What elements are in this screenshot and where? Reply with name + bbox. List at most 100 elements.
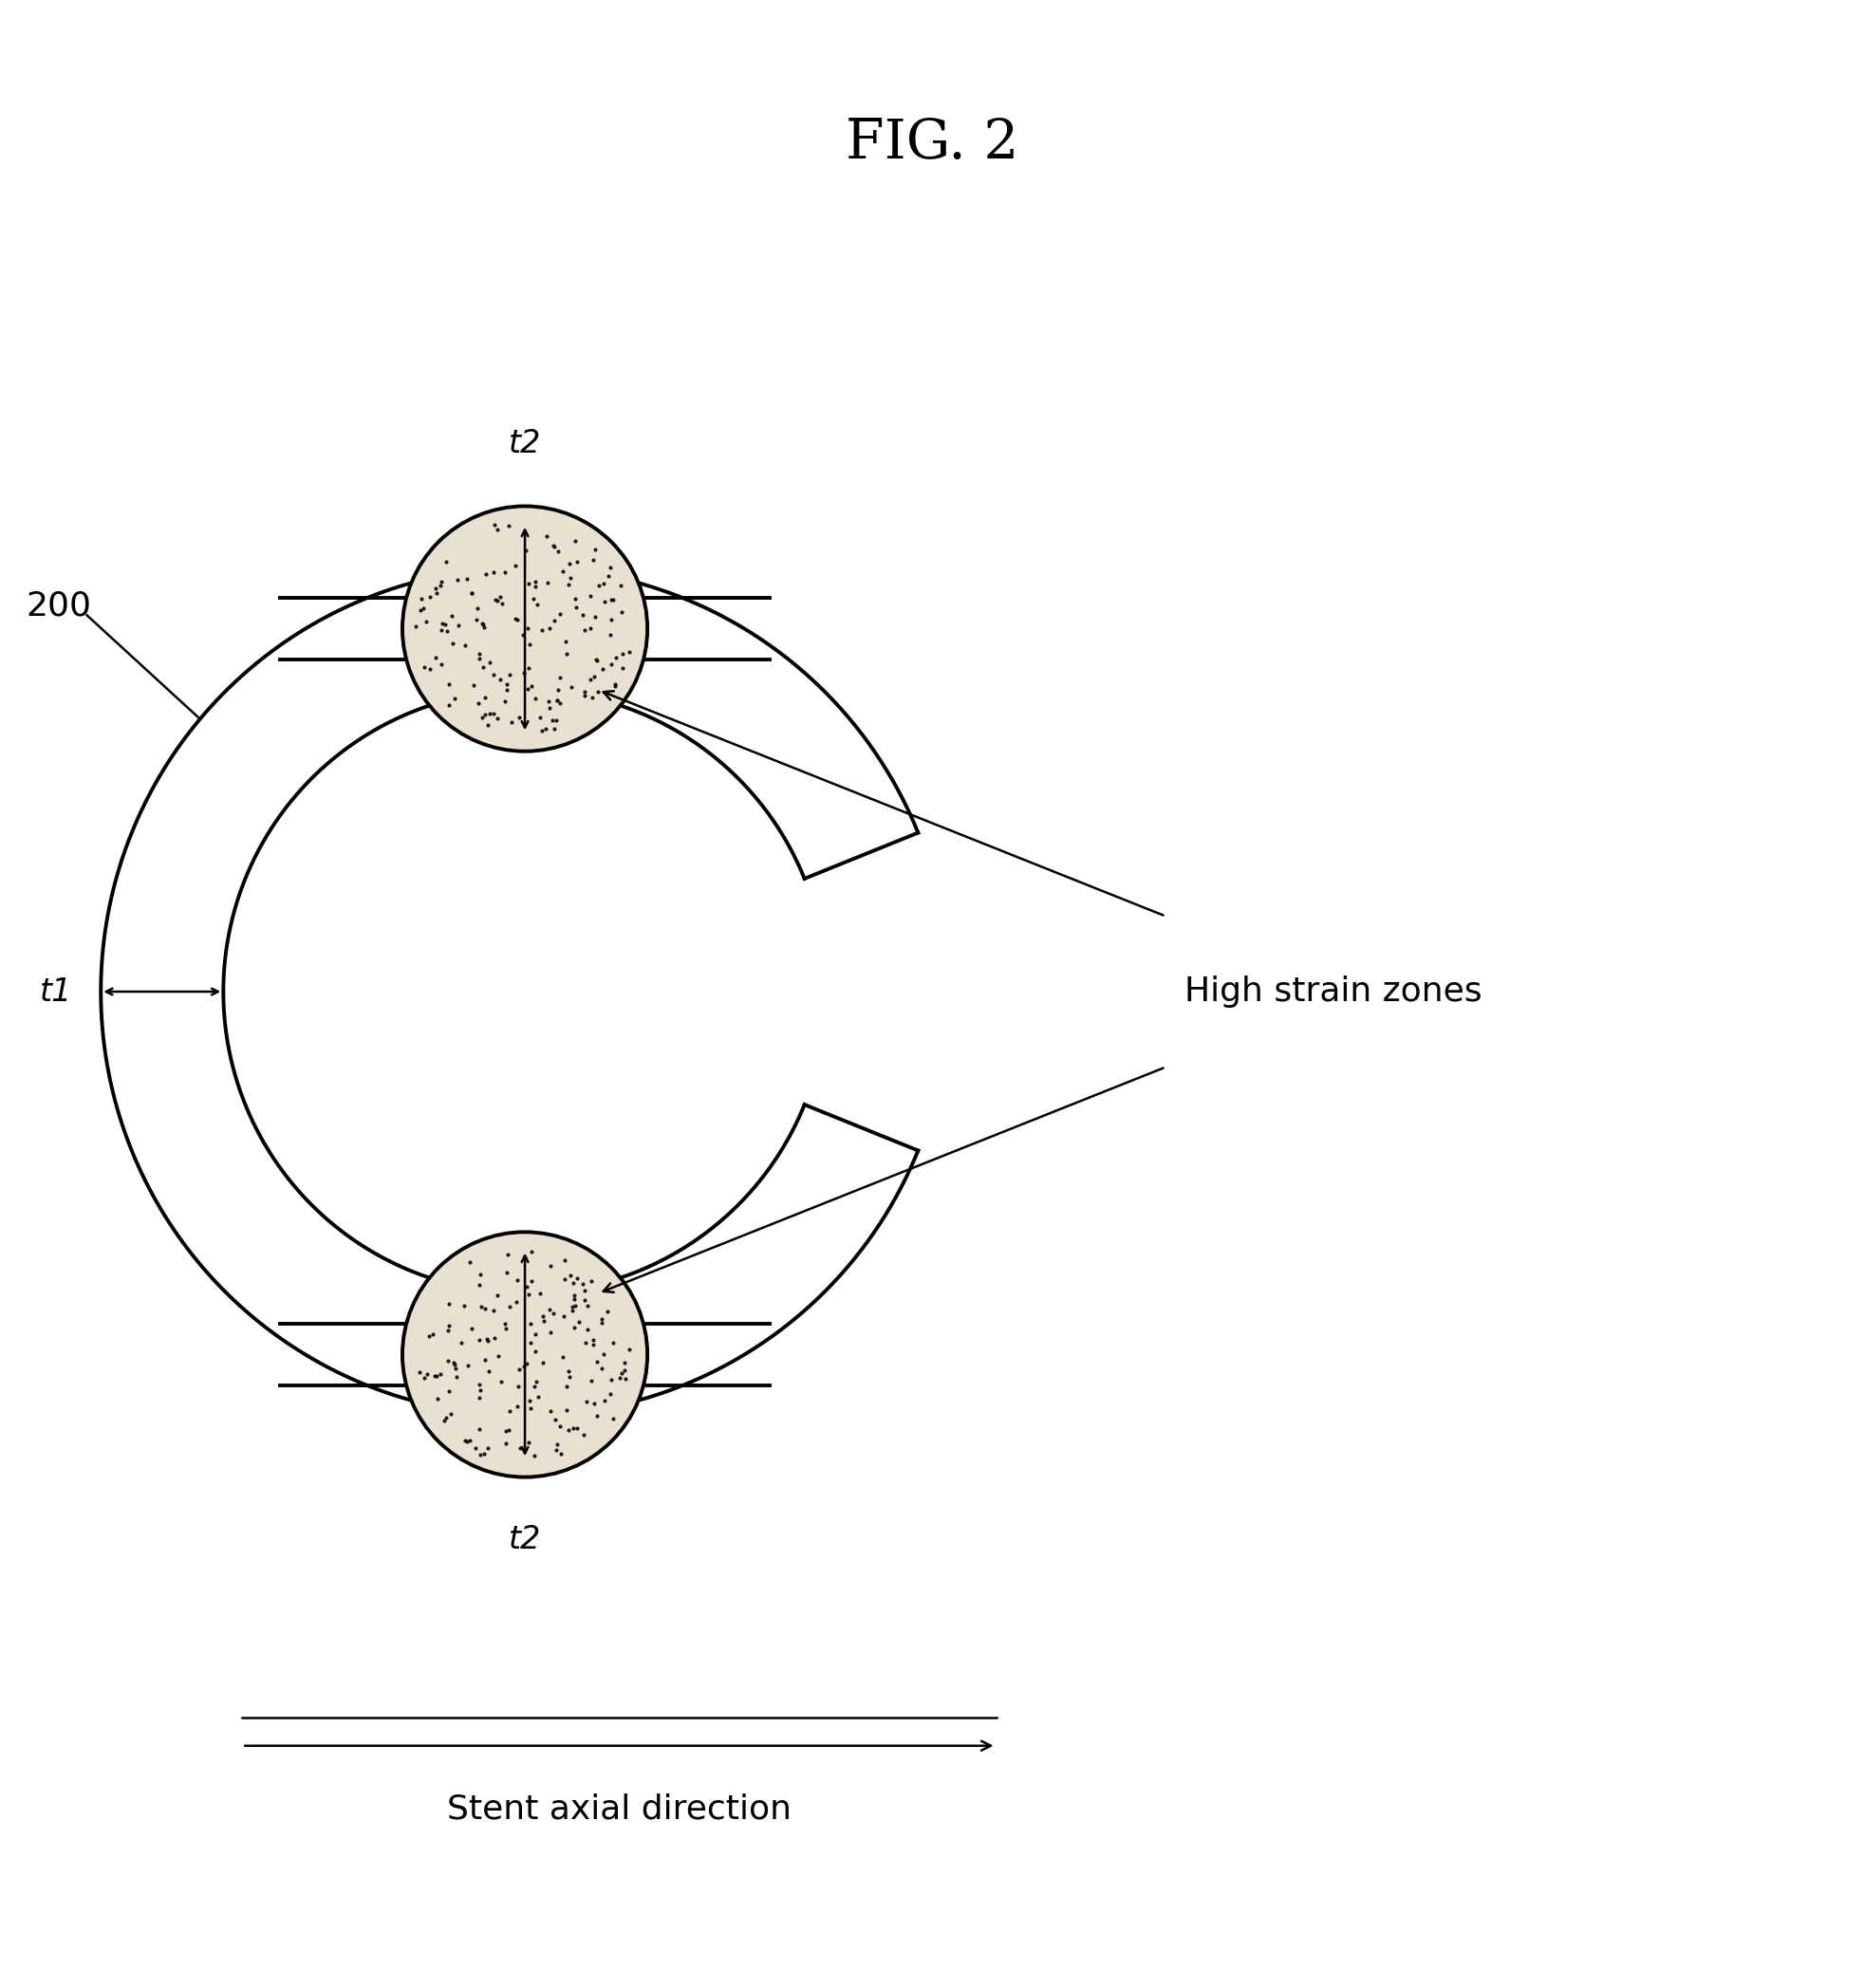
Point: [412, 606, 442, 638]
Point: [576, 580, 606, 612]
Point: [520, 1336, 550, 1368]
Point: [520, 1318, 550, 1350]
Point: [608, 638, 637, 670]
Point: [509, 656, 539, 688]
Point: [496, 1290, 526, 1322]
Point: [475, 646, 505, 678]
Point: [602, 642, 632, 674]
Text: t2: t2: [509, 427, 541, 459]
Point: [513, 612, 542, 644]
Point: [580, 660, 610, 692]
Point: [516, 1237, 546, 1268]
Point: [546, 1437, 576, 1469]
Point: [541, 1404, 570, 1435]
Point: [589, 1384, 619, 1415]
Point: [570, 1284, 600, 1316]
Point: [567, 598, 596, 630]
Point: [431, 547, 460, 579]
Point: [554, 547, 583, 579]
Point: [541, 1435, 570, 1467]
Point: [500, 551, 529, 582]
Point: [487, 1366, 516, 1398]
Point: [505, 1431, 535, 1463]
Point: [574, 612, 604, 644]
Point: [587, 1306, 617, 1338]
Point: [557, 1294, 587, 1326]
Point: [464, 1382, 494, 1413]
Point: [518, 582, 548, 614]
Point: [483, 702, 513, 734]
Text: High strain zones: High strain zones: [1184, 976, 1482, 1008]
Point: [580, 533, 610, 565]
Point: [520, 682, 550, 714]
Point: [610, 1346, 639, 1378]
Point: [453, 563, 483, 594]
Point: [576, 1264, 606, 1296]
Point: [514, 1386, 544, 1417]
Point: [570, 1274, 600, 1306]
Point: [483, 1278, 513, 1310]
Point: [576, 664, 606, 696]
Point: [472, 559, 501, 590]
Point: [457, 579, 487, 610]
Point: [589, 1338, 619, 1370]
Point: [408, 592, 438, 624]
Point: [440, 682, 470, 714]
Point: [425, 569, 455, 600]
Point: [565, 1306, 595, 1338]
Point: [514, 1425, 544, 1457]
Point: [576, 1364, 606, 1396]
Point: [578, 1324, 608, 1356]
Point: [466, 608, 496, 640]
Point: [470, 1292, 500, 1324]
Point: [552, 638, 582, 670]
Point: [473, 1356, 503, 1388]
Point: [522, 588, 552, 620]
Point: [505, 702, 535, 734]
Point: [423, 1384, 453, 1415]
Point: [535, 1396, 565, 1427]
Point: [596, 648, 626, 680]
Point: [434, 1346, 464, 1378]
Point: [416, 652, 445, 684]
Point: [559, 1312, 589, 1344]
Point: [520, 1366, 550, 1398]
Point: [485, 580, 514, 612]
Point: [444, 610, 473, 642]
Point: [542, 684, 572, 716]
Point: [479, 1322, 509, 1354]
Point: [608, 596, 637, 628]
Point: [451, 1425, 481, 1457]
Point: [580, 1388, 610, 1419]
Point: [535, 612, 565, 644]
Point: [582, 644, 611, 676]
Point: [429, 1406, 459, 1437]
Point: [550, 1264, 580, 1296]
Point: [449, 1290, 479, 1322]
Point: [431, 608, 460, 640]
Point: [559, 1282, 589, 1314]
Point: [600, 668, 630, 700]
Point: [511, 1270, 541, 1302]
Point: [421, 1360, 451, 1392]
Point: [427, 614, 457, 646]
Point: [604, 1362, 634, 1394]
Point: [492, 668, 522, 700]
Point: [483, 1340, 513, 1372]
Point: [496, 706, 526, 738]
Point: [434, 1310, 464, 1342]
Point: [468, 1437, 498, 1469]
Point: [535, 1294, 565, 1326]
Point: [479, 1294, 509, 1326]
Point: [559, 525, 589, 557]
Point: [466, 1290, 496, 1322]
Point: [513, 674, 542, 706]
Circle shape: [403, 507, 647, 751]
Point: [490, 557, 520, 588]
Point: [611, 1362, 641, 1394]
Point: [570, 680, 600, 712]
Point: [533, 567, 563, 598]
Point: [596, 1378, 626, 1409]
Point: [406, 594, 436, 626]
Point: [432, 1314, 462, 1346]
